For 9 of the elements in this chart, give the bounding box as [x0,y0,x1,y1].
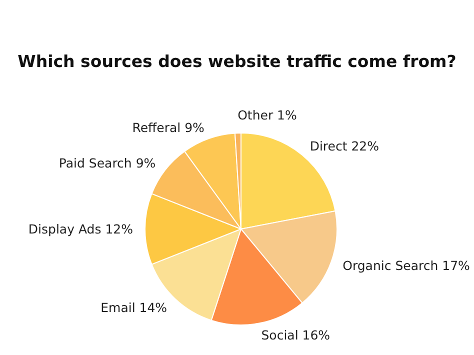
slice-label: Social 16% [261,328,330,343]
slice-label: Direct 22% [310,138,380,154]
slice-label: Refferal 9% [132,120,205,135]
slice-label: Organic Search 17% [342,258,470,274]
slice-label: Paid Search 9% [58,155,156,170]
slice-label: Email 14% [100,300,168,316]
slice-label: Other 1% [238,108,298,123]
chart-title: Which sources does website traffic come from? [16,52,458,71]
slice-label: Display Ads 12% [28,222,134,236]
